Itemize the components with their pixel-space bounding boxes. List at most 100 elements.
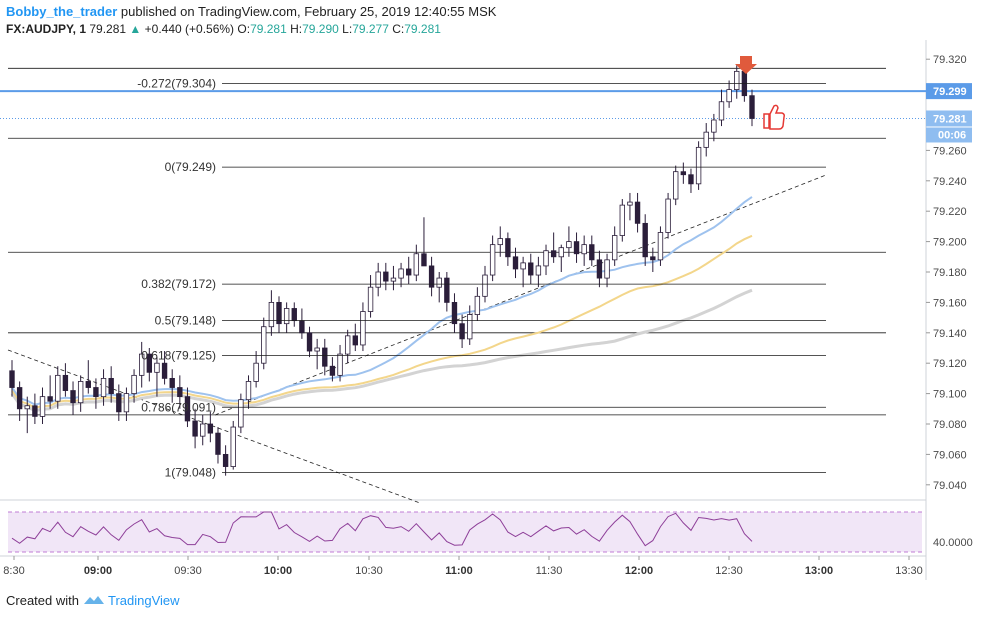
candle-body [383, 271, 389, 282]
candle-body [70, 390, 76, 404]
candle [505, 232, 511, 266]
candle [573, 232, 580, 263]
time-tick-label: 11:00 [445, 565, 473, 577]
candle-body [62, 374, 69, 391]
author-link[interactable]: Bobby_the_trader [6, 4, 118, 19]
price-tick-label: 79.260 [933, 145, 967, 157]
price-axis[interactable]: 79.32079.30079.28079.26079.24079.22079.2… [926, 54, 973, 549]
candle [535, 256, 542, 288]
trend-lines [7, 174, 827, 504]
close-label: C: [392, 22, 405, 36]
fib-levels[interactable]: -0.272(79.304) 0(79.249) 0.382(79.172) 0.5(… [137, 77, 826, 480]
candle [276, 296, 282, 333]
time-axis[interactable]: 8:30 09:00 09:30 10:00 10:30 11:00 11:30 12:00 1… [3, 556, 923, 577]
time-tick-label: 10:00 [264, 565, 292, 577]
candle [421, 217, 427, 267]
candle-body [200, 423, 206, 437]
up-triangle-icon: ▲ [129, 22, 142, 36]
candle-body [467, 314, 473, 340]
candle-body [688, 174, 694, 185]
candle [650, 247, 656, 272]
candle-body [489, 244, 496, 276]
candle-body [596, 259, 603, 279]
candles [9, 62, 755, 476]
candle [314, 338, 320, 370]
candle-body [192, 420, 198, 437]
candle [512, 247, 519, 279]
candle [177, 375, 183, 409]
candle-body [245, 381, 252, 401]
countdown-label: 00:06 [938, 129, 966, 141]
candle [9, 360, 15, 397]
candle-body [703, 131, 709, 148]
candle-body [283, 308, 290, 325]
candle-body [375, 271, 381, 288]
candle [566, 226, 572, 257]
candle [390, 265, 397, 291]
candle-body [444, 277, 450, 303]
candle-body [93, 387, 99, 398]
fib-label: 0.618(79.125) [141, 349, 216, 363]
candle-body [161, 362, 168, 379]
time-tick-label: 13:30 [895, 565, 923, 577]
candle-body [367, 286, 374, 312]
candle-body [352, 335, 358, 346]
publish-info: published on TradingView.com, February 2… [120, 4, 497, 19]
rsi-line [11, 511, 753, 547]
candle-body [711, 119, 717, 133]
price-tick-label: 79.200 [933, 237, 967, 249]
candle [718, 89, 725, 127]
price-tick-label: 79.220 [933, 206, 967, 218]
falling-trendline [7, 349, 421, 504]
time-tick-label: 10:30 [355, 565, 383, 577]
candle [337, 344, 343, 382]
candle-body [398, 268, 404, 279]
symbol-label: FX:AUDJPY, 1 [6, 22, 87, 36]
fib-label: 0(79.249) [165, 160, 216, 174]
candle-body [207, 423, 214, 434]
candle [261, 317, 267, 370]
candle [444, 272, 450, 312]
candle [184, 387, 191, 428]
price-tick-label: 79.040 [933, 480, 967, 492]
candle-body [573, 241, 580, 255]
high-value: 79.290 [302, 22, 339, 36]
fib-label: 0.5(79.148) [155, 314, 216, 328]
candle [413, 244, 420, 282]
time-tick-label: 13:00 [805, 565, 833, 577]
candle [123, 387, 130, 421]
candle [657, 226, 664, 266]
fib-label: -0.272(79.304) [137, 77, 216, 91]
candle-body [230, 426, 236, 467]
price-tick-label: 79.320 [933, 54, 967, 66]
candle [139, 341, 145, 388]
candle-body [505, 238, 511, 258]
candle [642, 214, 648, 266]
price-tick-label: 79.160 [933, 297, 967, 309]
candle [62, 363, 69, 397]
candle-body [673, 171, 679, 200]
candle-body [581, 244, 587, 255]
publish-header: Bobby_the_trader published on TradingVie… [6, 4, 496, 19]
candle [207, 411, 214, 443]
time-tick-label: 09:00 [84, 565, 112, 577]
tradingview-brand[interactable]: TradingView [108, 593, 180, 608]
candle-body [589, 244, 595, 261]
candle [604, 253, 610, 288]
price-tick-label: 79.140 [933, 328, 967, 340]
ma-mid-line [11, 234, 753, 409]
candle [673, 165, 679, 206]
symbol-header: FX:AUDJPY, 1 79.281 ▲ +0.440 (+0.56%) O:… [6, 22, 441, 36]
candle-body [665, 198, 671, 233]
tradingview-logo-icon [83, 596, 104, 604]
chart-grid [0, 40, 927, 580]
candle [528, 253, 534, 285]
candle-body [695, 146, 702, 185]
low-value: 79.277 [352, 22, 389, 36]
ma-slow-line [10, 288, 753, 413]
candle-body [604, 259, 610, 279]
candle [238, 393, 244, 434]
candle [39, 387, 46, 424]
candle-body [39, 396, 46, 417]
